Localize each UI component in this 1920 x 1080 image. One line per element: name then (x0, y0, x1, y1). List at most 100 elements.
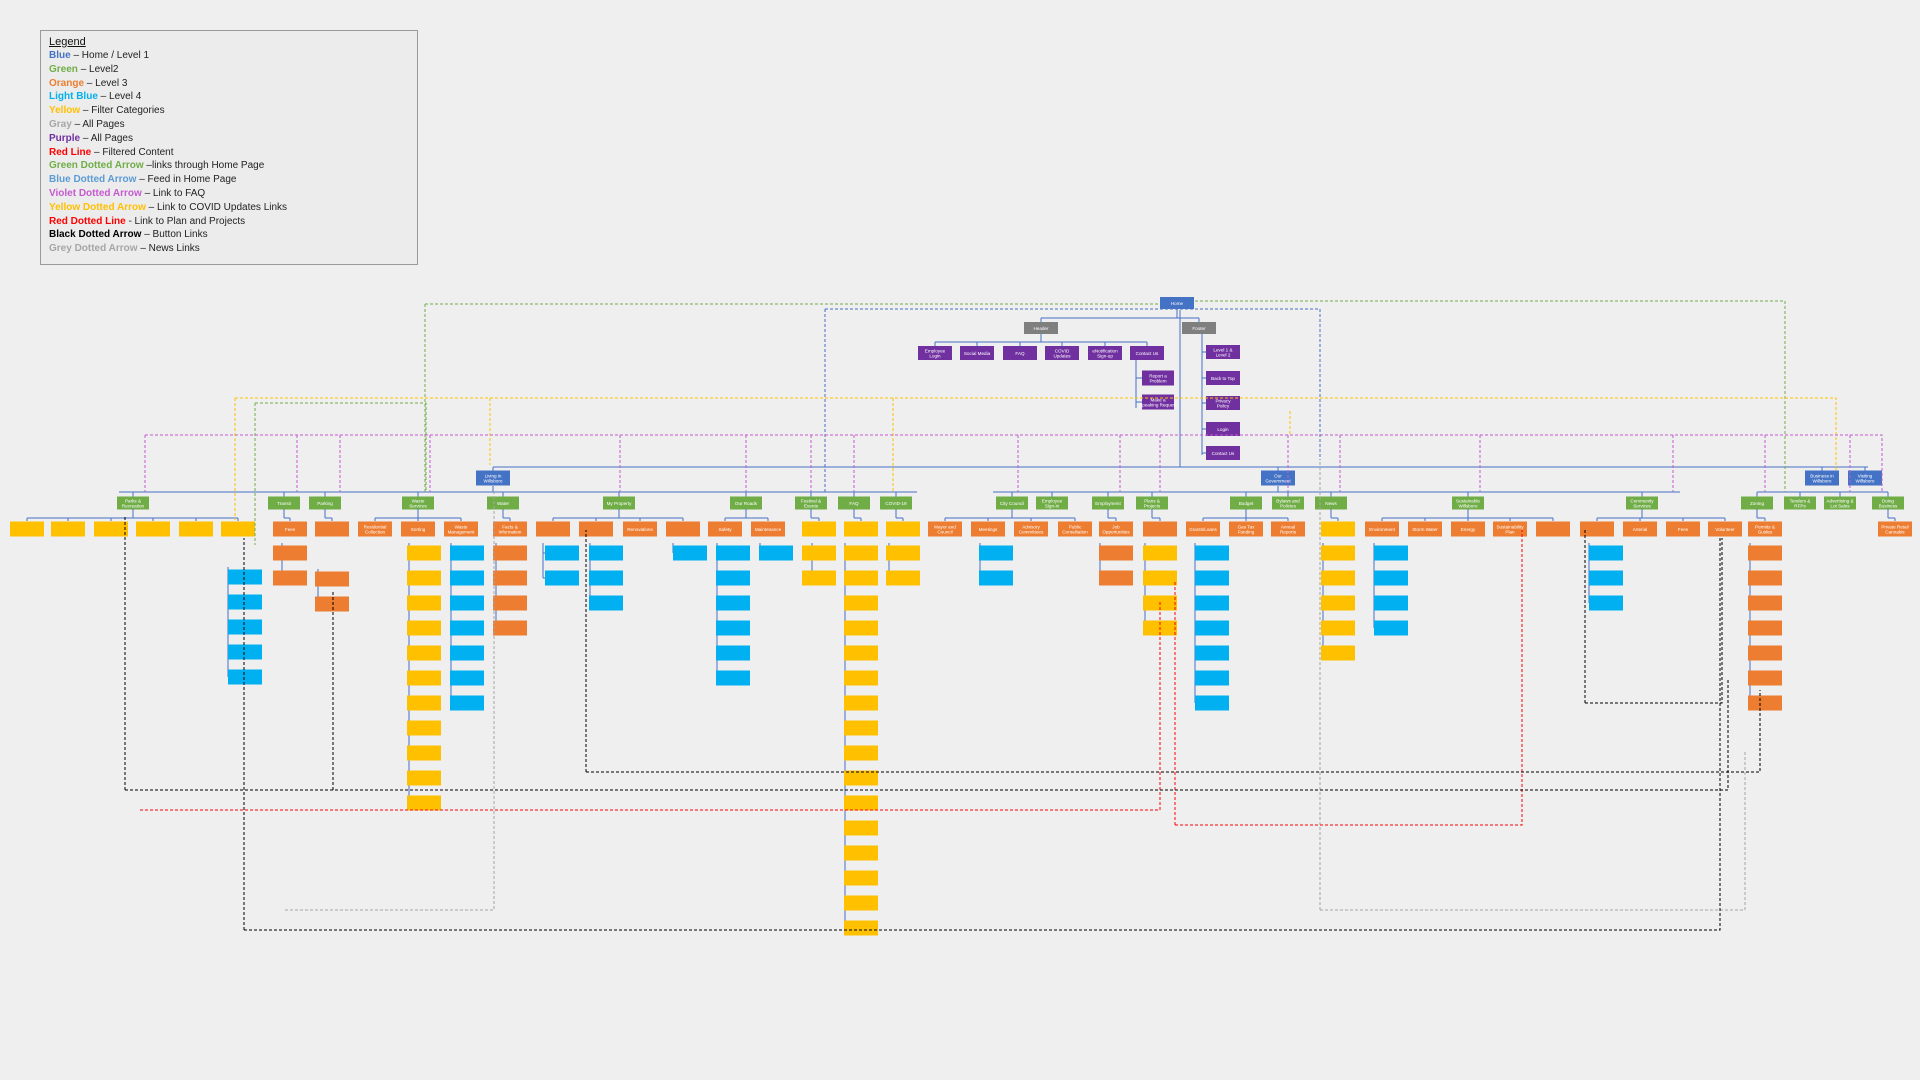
zoning-l3-2[interactable] (1748, 595, 1782, 611)
community-l4-2[interactable] (1589, 595, 1623, 611)
faq-filters-10[interactable] (844, 795, 878, 811)
faq-filters-5[interactable] (844, 670, 878, 686)
meetings-l4-0[interactable] (979, 545, 1013, 561)
waste-l4-5[interactable] (450, 670, 484, 686)
living-section-5[interactable]: My Property (603, 496, 635, 510)
budget-l4-5[interactable] (1195, 670, 1229, 686)
parking-l3-0[interactable] (315, 571, 349, 587)
gov-section-4[interactable]: Budget (1230, 496, 1262, 510)
sorting-filters-2[interactable] (407, 595, 441, 611)
water-l3-0[interactable] (493, 545, 527, 561)
renovations-l4-1[interactable] (589, 570, 623, 586)
community-l4-0[interactable] (1589, 545, 1623, 561)
property-child-2[interactable]: Renovations (623, 521, 657, 537)
sustain-child-0[interactable]: Environment (1365, 521, 1399, 537)
zoning-l3-4[interactable] (1748, 645, 1782, 661)
zoning-l3-5[interactable] (1748, 670, 1782, 686)
gov-section-0[interactable]: City Council (996, 496, 1028, 510)
footer-item-4[interactable]: Contact Us (1206, 446, 1240, 460)
living-section-2[interactable]: Parking (309, 496, 341, 510)
sorting-filters-4[interactable] (407, 645, 441, 661)
footer-item-0[interactable]: Level 1 &Level 2 (1206, 345, 1240, 359)
environment-l4-2[interactable] (1374, 595, 1408, 611)
property-child-1[interactable] (579, 521, 613, 537)
waste-l4-4[interactable] (450, 645, 484, 661)
environment-l4-1[interactable] (1374, 570, 1408, 586)
sorting-filters-0[interactable] (407, 545, 441, 561)
property-child-3[interactable] (666, 521, 700, 537)
events-l4-1[interactable] (802, 570, 836, 586)
faq-filters-4[interactable] (844, 645, 878, 661)
environment-l4-3[interactable] (1374, 620, 1408, 636)
waste-l4-6[interactable] (450, 695, 484, 711)
news-l4-1[interactable] (1321, 570, 1355, 586)
parks-child-0[interactable] (10, 521, 44, 537)
news-l4-4[interactable] (1321, 645, 1355, 661)
faq-filters-0[interactable] (844, 545, 878, 561)
environment-l4-0[interactable] (1374, 545, 1408, 561)
recreation-l4-2[interactable] (228, 619, 262, 635)
roads-child-1[interactable]: Maintenance (751, 521, 785, 537)
plans-l4-0[interactable] (1143, 545, 1177, 561)
transit-child-2[interactable]: Fees (273, 521, 307, 537)
employment-l3-0[interactable] (1099, 545, 1133, 561)
waste-child-1[interactable]: Sorting (401, 521, 435, 537)
living-section-0[interactable]: Parks &Recreation (117, 496, 149, 510)
faq-filters-13[interactable] (844, 870, 878, 886)
sorting-filters-5[interactable] (407, 670, 441, 686)
header-item-1[interactable]: Social Media (960, 346, 994, 360)
sustain-child-1[interactable]: Storm Water (1408, 521, 1442, 537)
sustain-child-2[interactable]: Energy (1451, 521, 1485, 537)
faq-filters-9[interactable] (844, 770, 878, 786)
covid-child-2[interactable] (886, 521, 920, 537)
faq-filters-14[interactable] (844, 895, 878, 911)
sustain-child-4[interactable] (1536, 521, 1570, 537)
zoning-l3-6[interactable] (1748, 695, 1782, 711)
news-l4-2[interactable] (1321, 595, 1355, 611)
recreation-l4-1[interactable] (228, 594, 262, 610)
biz-section-0[interactable]: Zoning (1741, 496, 1773, 510)
waste-l4-1[interactable] (450, 570, 484, 586)
renovations-l4-0[interactable] (589, 545, 623, 561)
community-l4-1[interactable] (1589, 570, 1623, 586)
recreation-l4-3[interactable] (228, 644, 262, 660)
water-l3-1[interactable] (493, 570, 527, 586)
parks-child-5[interactable] (221, 521, 255, 537)
parks-child-1[interactable] (51, 521, 85, 537)
sorting-filters-8[interactable] (407, 745, 441, 761)
council-child-1[interactable]: Meetings (971, 521, 1005, 537)
safety-l4-5[interactable] (716, 670, 750, 686)
payments-l4-0[interactable] (545, 545, 579, 561)
festival-child-2[interactable] (802, 521, 836, 537)
safety-l4-4[interactable] (716, 645, 750, 661)
sorting-filters-1[interactable] (407, 570, 441, 586)
zoning-l3-1[interactable] (1748, 570, 1782, 586)
faq-filters-1[interactable] (844, 570, 878, 586)
waste-l4-2[interactable] (450, 595, 484, 611)
living-section-6[interactable]: Our Roads (730, 496, 762, 510)
zoning-child-0[interactable]: Permits &Guides (1748, 521, 1782, 537)
transit-l3-1[interactable] (273, 570, 307, 586)
safety-l4-0[interactable] (716, 545, 750, 561)
gov-section-2[interactable]: Employment (1092, 496, 1124, 510)
budget-l4-4[interactable] (1195, 645, 1229, 661)
budget-l4-2[interactable] (1195, 595, 1229, 611)
covid-l4-0[interactable] (886, 545, 920, 561)
sorting-filters-3[interactable] (407, 620, 441, 636)
biz-section-2[interactable]: Advertising &Lot Sales (1824, 496, 1856, 510)
renovations-l4-2[interactable] (589, 595, 623, 611)
gov-section-3[interactable]: Plans &Projects (1136, 496, 1168, 510)
waste-l4-0[interactable] (450, 545, 484, 561)
